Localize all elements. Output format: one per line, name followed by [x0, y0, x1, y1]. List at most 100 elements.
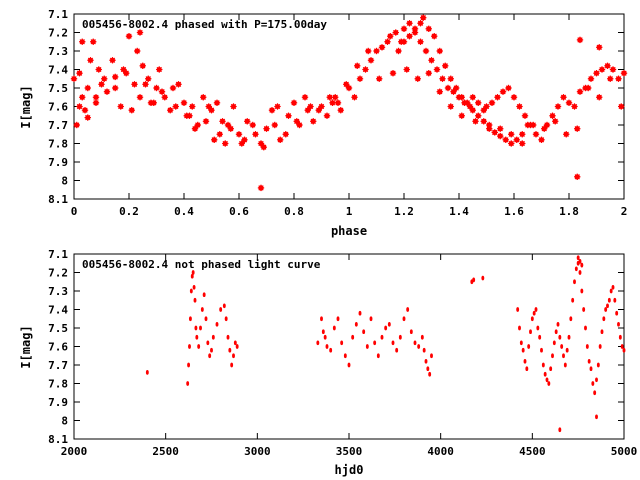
data-point	[411, 25, 419, 32]
data-point	[516, 307, 520, 312]
y-tick-label: 7.1	[48, 248, 68, 261]
data-point	[191, 125, 199, 132]
data-point	[513, 136, 520, 143]
data-point	[200, 307, 204, 312]
data-point	[150, 99, 157, 106]
data-point	[562, 353, 565, 359]
y-tick-label: 7.5	[48, 82, 68, 95]
x-tick-label: 2000	[61, 445, 88, 458]
data-point	[378, 44, 386, 51]
data-point	[188, 344, 191, 349]
y-tick-label: 7.7	[48, 119, 68, 132]
data-point	[136, 29, 144, 36]
data-point	[595, 377, 598, 383]
data-point	[497, 132, 504, 140]
data-point	[226, 334, 230, 340]
data-point	[183, 112, 190, 119]
data-point	[447, 75, 454, 82]
data-point	[120, 66, 127, 73]
data-point	[538, 334, 542, 340]
data-point	[409, 329, 413, 335]
x-axis-label-unphased: hjd0	[335, 463, 364, 477]
data-point	[593, 390, 597, 396]
data-point	[211, 136, 218, 143]
data-point	[532, 310, 536, 316]
data-point	[585, 84, 592, 92]
data-point	[430, 353, 433, 359]
data-point	[589, 366, 593, 372]
data-point	[483, 103, 490, 110]
data-point	[95, 66, 102, 73]
data-point	[384, 325, 388, 331]
data-point	[387, 33, 394, 40]
data-point	[376, 353, 380, 359]
data-point	[458, 94, 465, 101]
data-point	[604, 307, 608, 312]
data-point	[406, 20, 413, 27]
data-point	[558, 427, 562, 433]
data-point	[230, 362, 234, 368]
data-point	[73, 121, 80, 129]
data-point	[549, 366, 553, 372]
data-point	[320, 316, 323, 322]
data-point	[79, 38, 86, 45]
phased-light-curve-chart: 005456-8002.4 phased with P=175.00day ph…	[19, 8, 627, 238]
data-point	[560, 94, 567, 101]
data-point	[551, 353, 554, 359]
data-point	[158, 88, 166, 95]
data-point	[230, 103, 237, 110]
data-point	[213, 99, 221, 106]
data-point	[508, 140, 515, 147]
data-point	[389, 70, 397, 77]
data-point	[79, 94, 86, 101]
data-point	[142, 81, 149, 88]
data-point	[296, 121, 303, 129]
data-point	[145, 370, 149, 375]
data-point	[195, 334, 199, 340]
data-point	[92, 94, 100, 101]
data-point	[186, 381, 190, 386]
data-point	[402, 316, 406, 322]
data-point	[518, 325, 521, 331]
data-point	[565, 99, 573, 106]
data-point	[199, 325, 202, 331]
data-point	[180, 99, 188, 106]
data-point	[600, 329, 604, 335]
data-point	[469, 94, 476, 101]
data-point	[596, 94, 603, 101]
data-point	[224, 316, 228, 322]
axis-ticks-phased: 0 0.2 0.4 0.6 0.8 1 1.2 1.4 1.6 1.8 2 7.1 7.2 7.3 7.4 7…	[48, 8, 627, 218]
data-point	[475, 99, 482, 106]
data-point	[447, 103, 454, 110]
x-tick-label: 1.2	[394, 205, 414, 218]
data-point	[607, 75, 614, 82]
data-point	[618, 103, 625, 110]
data-point	[532, 131, 540, 138]
data-point	[356, 75, 364, 82]
data-point	[112, 84, 119, 92]
data-point	[505, 84, 512, 92]
data-point	[538, 136, 545, 143]
data-point	[395, 47, 402, 55]
data-point	[433, 66, 441, 73]
x-tick-label: 0.2	[119, 205, 139, 218]
data-point	[510, 94, 518, 101]
data-point	[552, 340, 556, 346]
data-point	[554, 329, 558, 335]
data-point	[428, 371, 432, 377]
data-point	[541, 362, 545, 368]
data-point	[282, 131, 289, 138]
data-point	[235, 131, 243, 138]
data-point	[90, 38, 97, 45]
data-point	[232, 353, 235, 359]
data-point	[502, 136, 509, 143]
y-axis-label-phased: I[mag]	[19, 85, 33, 128]
data-point	[580, 288, 584, 294]
x-tick-label: 0.6	[229, 205, 249, 218]
data-point	[436, 88, 443, 95]
y-tick-label: 7.6	[48, 101, 68, 114]
data-point	[92, 99, 100, 106]
data-point	[491, 129, 498, 136]
data-point	[244, 118, 251, 125]
data-point	[336, 316, 340, 322]
